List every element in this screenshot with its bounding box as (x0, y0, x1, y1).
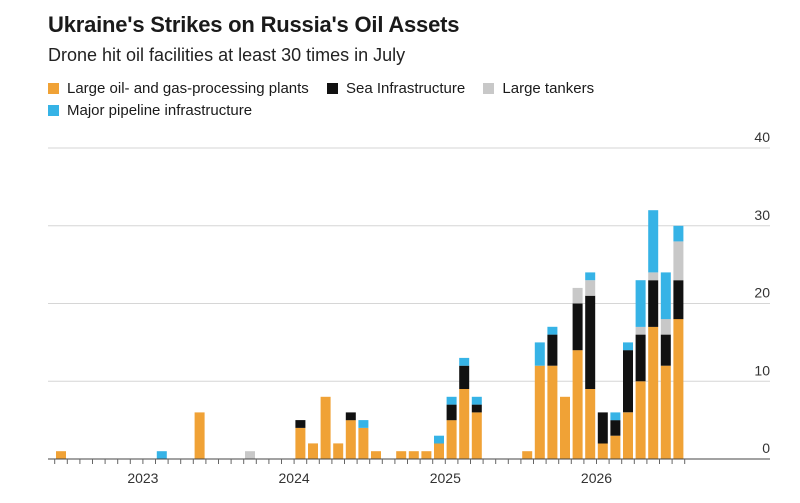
bar-segment (610, 420, 621, 436)
bar-segment (245, 451, 255, 459)
bar-segment (471, 404, 482, 413)
y-tick-label: 40 (754, 129, 770, 145)
bar-segment (56, 451, 66, 459)
bar-segment (560, 396, 570, 459)
bar-segment (547, 365, 558, 459)
bar-segment (333, 443, 344, 459)
bar-segment (648, 280, 659, 327)
legend-item-processing-plants: Large oil- and gas-processing plants (48, 78, 309, 99)
legend-item-sea-infrastructure: Sea Infrastructure (326, 78, 466, 99)
legend-label-processing-plants: Large oil- and gas-processing plants (67, 80, 309, 97)
legend-swatch-large-tankers (483, 83, 495, 94)
bar-segment (534, 365, 545, 459)
bar-segment (572, 303, 583, 351)
bar-segment (156, 451, 167, 459)
bar-segment (635, 334, 646, 382)
bar-segment (610, 435, 621, 459)
bar-segment (585, 280, 596, 296)
x-tick-label: 2023 (127, 470, 158, 486)
bar-segment (635, 280, 646, 327)
legend-item-large-tankers: Large tankers (483, 78, 594, 99)
bar-segment (660, 365, 671, 459)
bar-segment (434, 443, 444, 459)
bar-segment (308, 443, 318, 459)
bar-segment (345, 420, 356, 459)
legend-label-pipeline: Major pipeline infrastructure (67, 102, 253, 119)
bar-segment (471, 412, 482, 460)
bar-segment (358, 427, 369, 459)
y-tick-label: 10 (754, 362, 770, 378)
legend-swatch-pipeline (48, 105, 59, 116)
bar-segment (673, 241, 684, 281)
bar-segment (673, 319, 684, 459)
bar-segment (585, 272, 596, 281)
bar-segment (534, 342, 545, 366)
bar-segment (585, 295, 596, 389)
bar-segment (572, 350, 583, 459)
bar-segment (421, 451, 432, 459)
bar-segment (358, 420, 369, 428)
bar-segment (623, 342, 633, 351)
bar-segment (660, 319, 671, 335)
legend-item-pipeline: Major pipeline infrastructure (48, 100, 252, 121)
bar-segment (371, 451, 381, 459)
y-tick-label: 30 (754, 207, 770, 223)
bar-segment (547, 334, 558, 366)
bar-segment (673, 225, 684, 242)
legend-label-sea-infrastructure: Sea Infrastructure (345, 80, 466, 97)
bar-segment (648, 210, 659, 273)
bar-segment (572, 287, 583, 304)
bar-segment (610, 412, 621, 421)
y-tick-label: 0 (762, 440, 770, 456)
bar-segment (295, 427, 306, 459)
bar-segment (635, 381, 646, 460)
x-tick-label: 2024 (279, 470, 310, 486)
bar-segment (434, 435, 444, 444)
legend-label-large-tankers: Large tankers (502, 80, 595, 97)
bar-segment (459, 389, 470, 459)
bar-segment (547, 326, 558, 335)
bar-segment (471, 396, 482, 405)
bar-segment (446, 420, 457, 459)
bar-segment (459, 365, 470, 389)
bar-segment (585, 389, 596, 459)
bar-segment (648, 326, 659, 459)
bar-segment (194, 412, 205, 460)
chart-title: Ukraine's Strikes on Russia's Oil Assets (48, 12, 460, 37)
bar-segment (673, 280, 684, 320)
bar-segment (648, 272, 659, 281)
bar-segment (635, 326, 646, 335)
bar-segment (623, 350, 633, 413)
bar-segment (522, 451, 533, 459)
x-tick-label: 2025 (430, 470, 461, 486)
bar-segment (660, 272, 671, 320)
bar-segment (660, 334, 671, 366)
bar-segment (396, 451, 407, 459)
legend-swatch-sea-infrastructure (326, 83, 338, 94)
bar-segment (597, 443, 608, 459)
y-tick-label: 20 (754, 285, 770, 301)
bar-segment (345, 412, 356, 421)
bar-segment (446, 404, 457, 421)
bar-segment (597, 412, 608, 444)
x-tick-label: 2026 (581, 470, 612, 486)
legend-swatch-processing-plants (48, 83, 59, 94)
bar-segment (320, 396, 331, 459)
legend: Large oil- and gas-processing plants Sea… (48, 78, 708, 122)
bar-segment (459, 357, 470, 366)
chart-subtitle: Drone hit oil facilities at least 30 tim… (48, 45, 406, 65)
bar-segment (446, 396, 457, 405)
bar-segment (408, 451, 419, 459)
bar-segment (623, 412, 633, 460)
bar-segment (295, 420, 306, 428)
